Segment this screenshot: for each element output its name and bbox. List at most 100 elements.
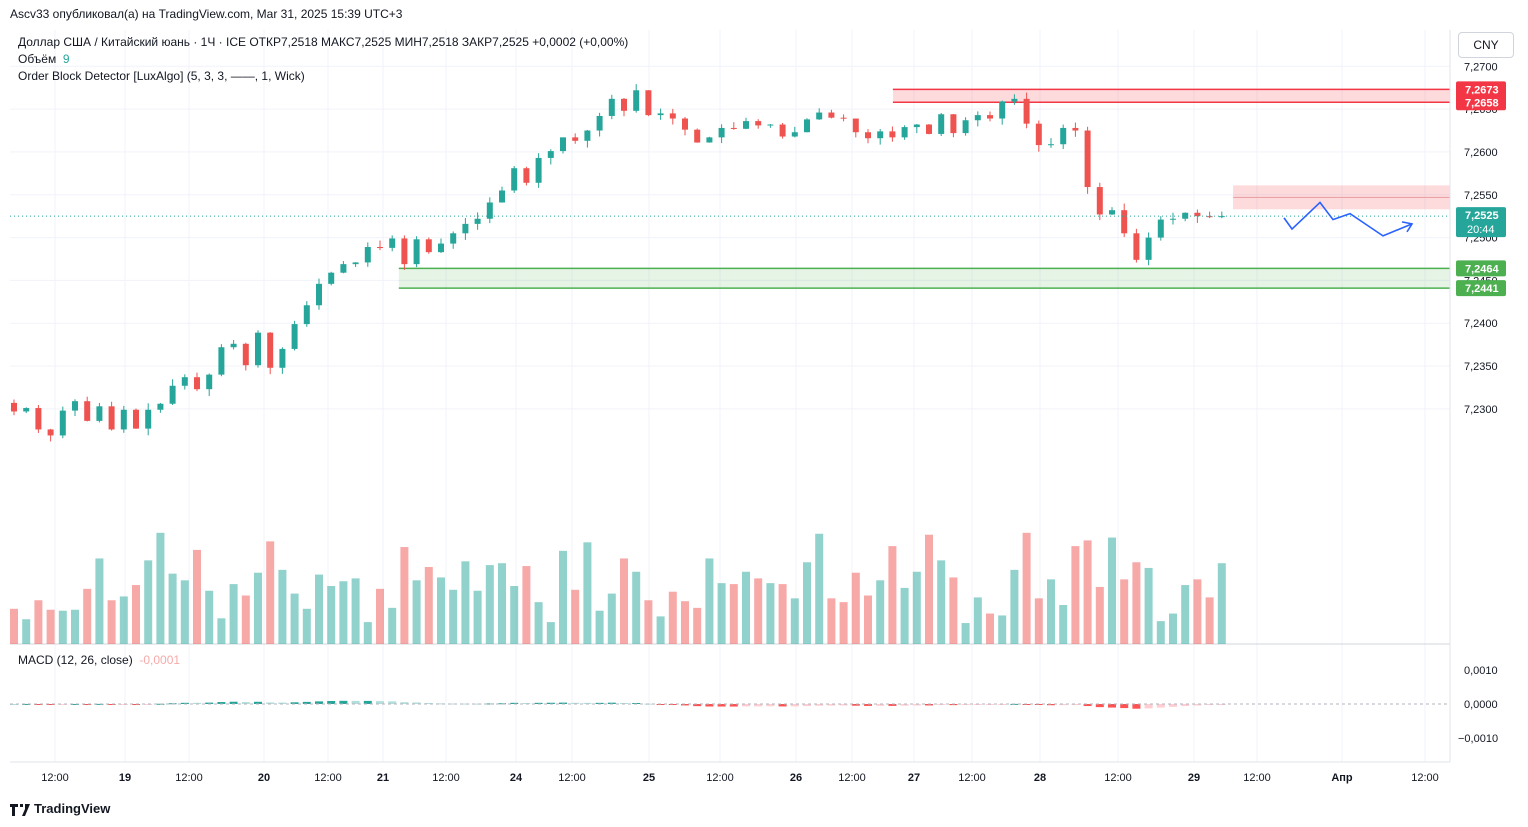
volume-bar — [607, 593, 616, 644]
last-price-badge — [1456, 207, 1506, 238]
candle — [706, 137, 713, 143]
price-label-text: 7,2441 — [1465, 283, 1499, 295]
volume-bar — [973, 597, 982, 644]
candle — [401, 238, 408, 265]
y-tick-label: 7,2350 — [1464, 361, 1498, 373]
macd-histogram-bar — [22, 703, 31, 705]
y-tick-label: 7,2300 — [1464, 404, 1498, 416]
volume-bar — [132, 585, 140, 644]
volume-bar — [1095, 586, 1104, 644]
candle — [462, 223, 469, 234]
volume-bar — [583, 542, 592, 644]
candle — [1035, 123, 1042, 146]
volume-bar — [339, 581, 348, 644]
candle — [1048, 144, 1054, 146]
x-tick-label: 29 — [1188, 772, 1200, 784]
volume-bar — [449, 589, 458, 644]
macd-histogram-bar — [607, 702, 616, 704]
x-tick-label: 12:00 — [1411, 772, 1439, 784]
macd-histogram-bar — [1047, 704, 1055, 706]
currency-button[interactable]: CNY — [1458, 32, 1514, 58]
volume-bar — [485, 565, 494, 644]
x-tick-label: 12:00 — [1104, 772, 1132, 784]
volume-bar — [864, 595, 872, 644]
volume-bar — [571, 589, 580, 644]
volume-bar — [656, 616, 665, 644]
volume-bar — [95, 558, 104, 644]
volume-bar — [998, 615, 1007, 644]
volume-bar — [717, 583, 726, 644]
x-tick-label: 27 — [908, 772, 920, 784]
macd-tick-label: 0,0000 — [1464, 699, 1498, 711]
candle — [1218, 216, 1225, 218]
candle — [1170, 218, 1176, 220]
candle — [499, 190, 505, 203]
macd-histogram-bar — [1059, 704, 1068, 706]
volume-bar — [961, 623, 970, 644]
volume-bar — [546, 622, 555, 644]
overlay — [10, 201, 1450, 237]
price-label-badge — [1456, 260, 1506, 277]
candle — [108, 406, 115, 430]
candle — [1182, 212, 1189, 219]
tradingview-brand[interactable]: TradingView — [10, 801, 110, 816]
volume-bar — [815, 533, 824, 644]
candle — [621, 98, 627, 111]
macd-histogram-bar — [681, 704, 689, 706]
volume-bar — [1022, 532, 1031, 644]
macd-histogram-bar — [400, 702, 409, 704]
candle — [694, 129, 701, 143]
volume-bar — [302, 608, 311, 644]
macd-histogram-bar — [95, 703, 104, 705]
macd-histogram-bar — [193, 702, 201, 704]
candle — [389, 238, 396, 248]
x-tick-label: 12:00 — [706, 772, 734, 784]
macd-pane — [10, 700, 1450, 709]
symbol-legend[interactable]: Доллар США / Китайский юань · 1Ч · ICE О… — [18, 35, 629, 49]
volume-bar — [876, 580, 885, 644]
volume-bar — [1071, 546, 1080, 644]
macd-histogram-bar — [1169, 704, 1177, 707]
volume-legend[interactable]: Объём 9 — [18, 52, 70, 66]
candle — [682, 118, 688, 130]
grid — [10, 30, 1450, 762]
macd-histogram-bar — [851, 704, 860, 706]
candle — [1194, 212, 1201, 217]
macd-histogram-bar — [1144, 704, 1153, 709]
volume-bar — [1217, 563, 1226, 644]
macd-value: -0,0001 — [139, 653, 181, 667]
indicator-legend[interactable]: Order Block Detector [LuxAlgo] (5, 3, 3,… — [18, 69, 305, 83]
volume-bar — [388, 607, 397, 644]
volume-bar — [888, 546, 897, 644]
volume-bar — [1034, 598, 1043, 644]
macd-histogram-bar — [571, 702, 580, 704]
candle — [596, 115, 603, 131]
candle — [1133, 233, 1140, 260]
volume-bar — [827, 598, 836, 644]
volume-bar — [510, 586, 519, 644]
candle — [913, 124, 920, 128]
volume-bar — [1193, 579, 1202, 644]
volume-bar — [1083, 540, 1092, 644]
candle — [352, 262, 359, 265]
candle — [72, 401, 78, 411]
macd-histogram-bar — [83, 704, 92, 705]
macd-histogram-bar — [1217, 704, 1226, 705]
volume-bar — [559, 550, 567, 644]
candle — [206, 374, 213, 390]
macd-histogram-bar — [437, 703, 445, 705]
macd-histogram-bar — [632, 702, 641, 704]
candle — [450, 233, 457, 244]
candle — [255, 332, 261, 366]
candle — [779, 124, 786, 137]
candle — [840, 117, 847, 119]
candle — [511, 168, 518, 191]
macd-histogram-bar — [1108, 704, 1116, 708]
candle — [230, 343, 237, 348]
macd-histogram-bar — [46, 704, 55, 705]
price-label-badge — [1456, 280, 1506, 297]
macd-legend[interactable]: MACD (12, 26, close) -0,0001 — [18, 653, 180, 667]
volume-bar — [632, 571, 641, 644]
candle — [852, 118, 859, 133]
